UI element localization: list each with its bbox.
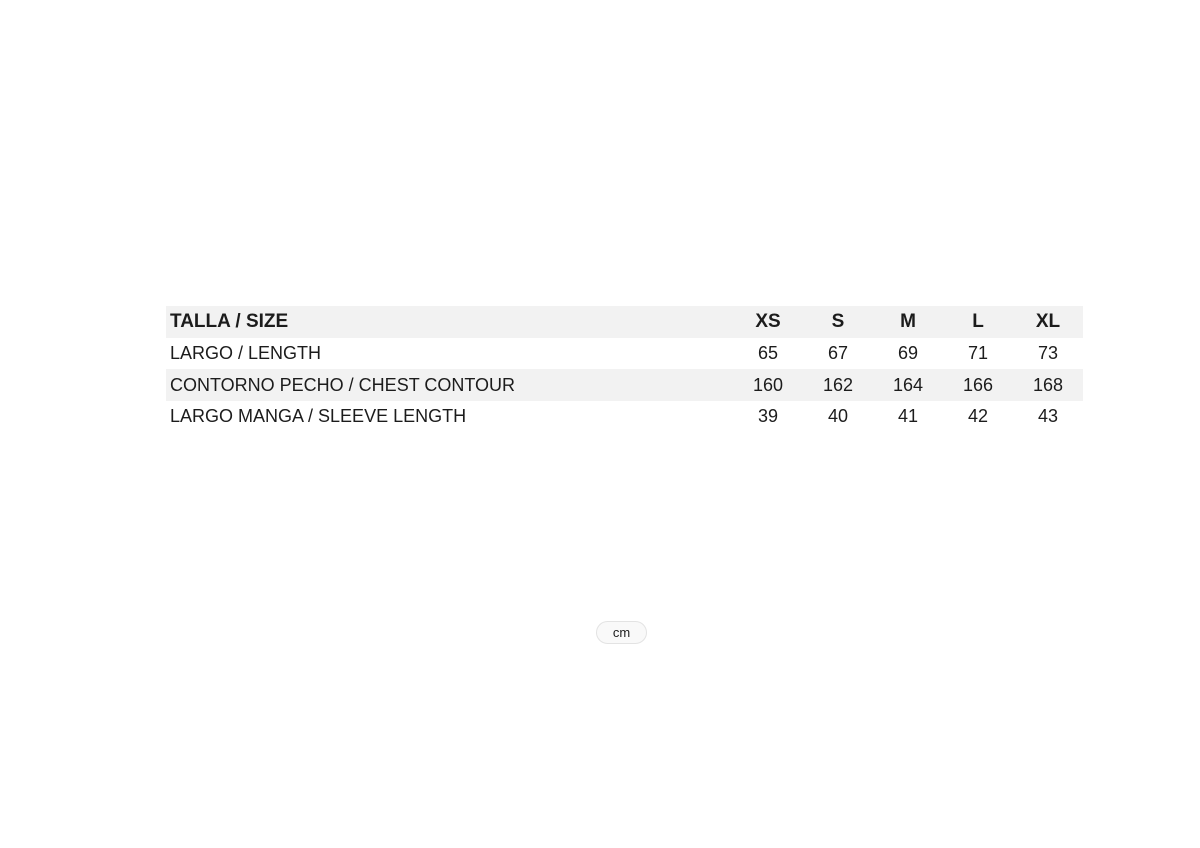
size-col-xl: XL: [1035, 311, 1061, 333]
value-cell: 65: [757, 343, 779, 364]
value-cell: 166: [962, 374, 994, 395]
value-cell: 73: [1037, 343, 1059, 364]
table-header-row: TALLA / SIZE XS S M L XL: [166, 306, 1083, 338]
value-cell: 71: [967, 343, 989, 364]
size-chart-table: TALLA / SIZE XS S M L XL LARGO / LENGTH …: [166, 306, 1083, 432]
value-cell: 42: [967, 406, 989, 427]
table-row-sleeve-length: LARGO MANGA / SLEEVE LENGTH 39 40 41 42 …: [166, 401, 1083, 433]
value-cell: 160: [752, 374, 784, 395]
size-col-s: S: [831, 311, 845, 333]
value-cell: 164: [892, 374, 924, 395]
table-row-length: LARGO / LENGTH 65 67 69 71 73: [166, 338, 1083, 370]
value-cell: 168: [1032, 374, 1064, 395]
value-cell: 43: [1037, 406, 1059, 427]
size-header-label: TALLA / SIZE: [170, 311, 289, 333]
row-label: LARGO / LENGTH: [170, 343, 322, 364]
value-cell: 39: [757, 406, 779, 427]
size-col-l: L: [972, 311, 984, 333]
value-cell: 40: [827, 406, 849, 427]
table-row-chest-contour: CONTORNO PECHO / CHEST CONTOUR 160 162 1…: [166, 369, 1083, 401]
row-label: LARGO MANGA / SLEEVE LENGTH: [170, 406, 467, 427]
row-label: CONTORNO PECHO / CHEST CONTOUR: [170, 374, 516, 395]
value-cell: 69: [897, 343, 919, 364]
size-col-xs: XS: [755, 311, 781, 333]
value-cell: 67: [827, 343, 849, 364]
value-cell: 41: [897, 406, 919, 427]
value-cell: 162: [822, 374, 854, 395]
size-col-m: M: [900, 311, 916, 333]
unit-toggle-cm-button[interactable]: cm: [596, 621, 647, 644]
